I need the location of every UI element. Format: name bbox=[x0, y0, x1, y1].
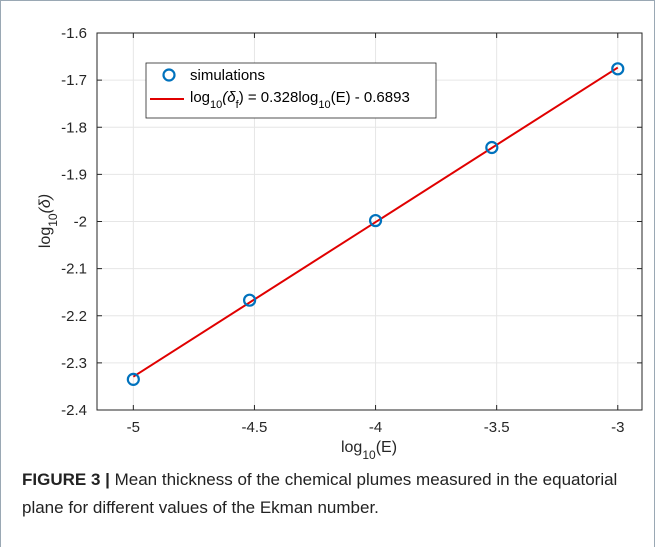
y-tick-label: -1.6 bbox=[61, 25, 87, 42]
y-tick-label: -2.2 bbox=[61, 308, 87, 325]
data-point-marker bbox=[126, 372, 140, 386]
y-tick-label: -2.4 bbox=[61, 402, 87, 419]
legend: simulations log10(δf) = 0.328log10(E) - … bbox=[145, 62, 437, 119]
data-point-marker bbox=[485, 140, 499, 155]
data-point-marker bbox=[368, 213, 383, 228]
legend-marker-simulations bbox=[162, 68, 176, 82]
y-tick-label: -1.7 bbox=[61, 72, 87, 89]
x-tick-label: -4 bbox=[369, 419, 382, 436]
x-tick-label: -3.5 bbox=[484, 419, 510, 436]
x-tick-label: -4.5 bbox=[242, 419, 268, 436]
y-tick-label: -2.3 bbox=[61, 355, 87, 372]
legend-box bbox=[145, 62, 437, 119]
caption-text: Mean thickness of the chemical plumes me… bbox=[22, 470, 618, 517]
x-tick-label: -5 bbox=[127, 419, 140, 436]
y-tick-label: -1.9 bbox=[61, 166, 87, 183]
y-tick-label: -2 bbox=[74, 214, 87, 231]
x-axis-label: log10(E) bbox=[341, 439, 397, 462]
legend-label-simulations: simulations bbox=[190, 67, 265, 84]
data-point-marker bbox=[243, 293, 257, 307]
y-tick-label: -2.1 bbox=[61, 261, 87, 278]
caption-label: FIGURE 3 | bbox=[22, 470, 110, 489]
y-tick-label: -1.8 bbox=[61, 119, 87, 136]
figure-caption: FIGURE 3 | Mean thickness of the chemica… bbox=[22, 466, 642, 522]
grid bbox=[97, 32, 642, 411]
data-point-marker bbox=[611, 62, 625, 76]
series bbox=[126, 62, 625, 386]
fit-line bbox=[132, 66, 619, 378]
legend-label-fit: log10(δf) = 0.328log10(E) - 0.6893 bbox=[190, 89, 410, 111]
ticks: -5 -4.5 -4 -3.5 -3 -1.6 -1.7 -1.8 -1.9 -2 -2.1 -2.2… bbox=[61, 25, 642, 436]
x-tick-label: -3 bbox=[611, 419, 624, 436]
y-axis-label: log10(δ) bbox=[37, 194, 60, 248]
